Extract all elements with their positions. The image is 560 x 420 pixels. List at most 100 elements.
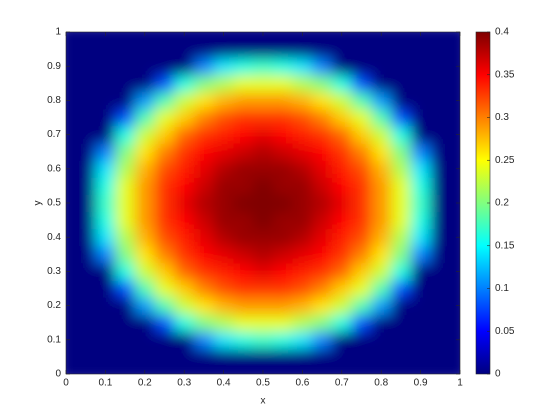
cell [95,74,116,93]
cell [233,348,254,366]
cell [312,40,333,59]
cell [134,365,156,374]
axes: 0 0.1 0.2 0.3 0.4 0.5 0.6 0.7 0.8 0.9 1 0 0.1 0.2 0.3 0… [47,27,515,389]
colorbar-tick-label: 0.4 [495,27,509,38]
cell [75,143,97,161]
cell [331,297,353,315]
cell [253,57,274,76]
cell [391,314,412,332]
cell [312,126,333,144]
x-tick-label: 0.6 [295,378,309,389]
cell [213,211,234,230]
cell [351,143,372,161]
cell [66,211,77,230]
cell [75,32,97,42]
cell [213,160,234,178]
cell [430,74,451,93]
y-tick-label: 0.9 [47,61,61,72]
cell [194,74,215,93]
cell [66,279,77,298]
cell [430,279,451,298]
cell [253,160,274,178]
cell [253,40,274,59]
cell [213,74,234,93]
cell [134,126,156,144]
cell [351,279,372,298]
cell [213,279,234,298]
cell [194,331,215,349]
cell [430,262,451,281]
x-tick-label: 0.2 [138,378,152,389]
cell [115,91,136,110]
cell [95,177,116,195]
cell [351,211,372,230]
cell [253,262,274,281]
cell [213,331,234,349]
cell [154,108,175,127]
cell [66,108,77,127]
cell [272,228,294,247]
cell [430,314,451,332]
cell [391,245,412,264]
cell [194,228,215,247]
cell [371,160,392,178]
cell [272,74,294,93]
cell [134,177,156,195]
cell [174,143,195,161]
cell [66,331,77,349]
cell [331,40,353,59]
cell [371,32,392,42]
cell [391,32,412,42]
cell [95,228,116,247]
cell [312,194,333,213]
cell [410,177,431,195]
cell [194,297,215,315]
cell [115,262,136,281]
cell [430,91,451,110]
cell [75,245,97,264]
cell [174,32,195,42]
cell [391,126,412,144]
cell [95,32,116,42]
cell [115,160,136,178]
cell [134,211,156,230]
colorbar-tick-label: 0.15 [495,240,515,251]
cell [75,108,97,127]
cell [410,32,431,42]
cell [391,177,412,195]
cell [115,74,136,93]
cell [174,262,195,281]
cell [391,40,412,59]
cell [154,228,175,247]
cell [371,91,392,110]
cell [450,211,460,230]
cell [371,57,392,76]
cell [351,245,372,264]
cell [174,314,195,332]
cell [75,331,97,349]
cell [272,194,294,213]
cell [253,228,274,247]
cell [194,40,215,59]
cell [115,279,136,298]
cell [194,57,215,76]
cell [75,228,97,247]
cell [410,348,431,366]
cell [213,245,234,264]
x-tick-label: 0 [63,378,69,389]
cell [253,365,274,374]
cell [115,143,136,161]
cell [233,211,254,230]
cell [213,32,234,42]
cell [312,348,333,366]
cell [331,126,353,144]
cell [154,74,175,93]
cell [75,91,97,110]
cell [430,331,451,349]
cell [253,297,274,315]
y-tick-label: 0.4 [47,232,61,243]
cell [272,314,294,332]
cell [213,143,234,161]
cell [410,331,431,349]
cell [233,40,254,59]
